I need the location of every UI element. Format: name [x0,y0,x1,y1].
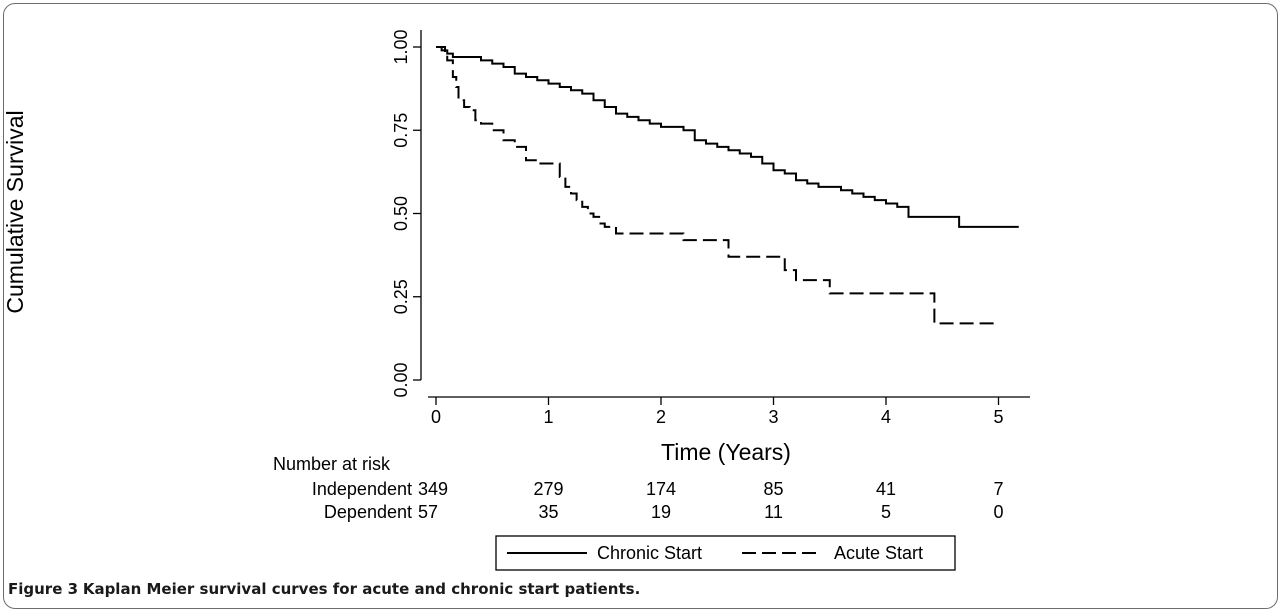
risk-value: 41 [876,479,896,499]
y-tick-label: 1.00 [391,29,411,64]
x-tick-label: 1 [543,407,553,427]
risk-value: 174 [646,479,676,499]
axes [420,30,1030,398]
y-tick-label: 0.50 [391,196,411,231]
x-tick-label: 4 [881,407,891,427]
risk-value: 349 [418,479,448,499]
y-tick-label: 0.75 [391,113,411,148]
series-acute-start [436,46,999,325]
y-ticks: 0.00 0.25 0.50 0.75 1.00 [391,29,421,398]
risk-value: 85 [763,479,783,499]
risk-value: 7 [993,479,1003,499]
risk-value: 11 [764,502,783,522]
legend-label-acute: Acute Start [834,543,923,563]
series-chronic-start [436,46,1019,228]
legend-box [495,535,956,571]
legend-label-chronic: Chronic Start [597,543,702,563]
y-tick-label: 0.00 [391,362,411,397]
risk-table: Number at risk Independent 349 279 174 85 41 7… [273,454,1004,522]
risk-row-label: Independent [312,479,412,499]
risk-value: 279 [533,479,563,499]
risk-value: 57 [418,502,438,522]
x-tick-label: 5 [993,407,1003,427]
legend: Chronic Start Acute Start [495,535,956,571]
figure-frame [3,3,1278,609]
y-tick-label: 0.25 [391,279,411,314]
figure-caption: Figure 3 Kaplan Meier survival curves fo… [8,580,640,598]
risk-value: 5 [881,502,891,522]
risk-row-label: Dependent [324,502,412,522]
x-tick-label: 2 [656,407,666,427]
plot-series [436,46,1019,325]
risk-rows: Independent 349 279 174 85 41 7 Dependent 57 35 19… [312,479,1004,522]
x-tick-label: 0 [431,407,441,427]
risk-value: 19 [651,502,671,522]
x-tick-label: 3 [768,407,778,427]
y-axis-label: Cumulative Survival [2,110,28,313]
figure-caption-label: Figure 3 [8,580,79,598]
x-ticks: 0 1 2 3 4 5 [431,397,1004,427]
risk-value: 0 [993,502,1003,522]
risk-table-title: Number at risk [273,454,391,474]
x-axis-label: Time (Years) [661,439,791,465]
risk-value: 35 [538,502,558,522]
figure-caption-text: Kaplan Meier survival curves for acute a… [82,580,641,598]
